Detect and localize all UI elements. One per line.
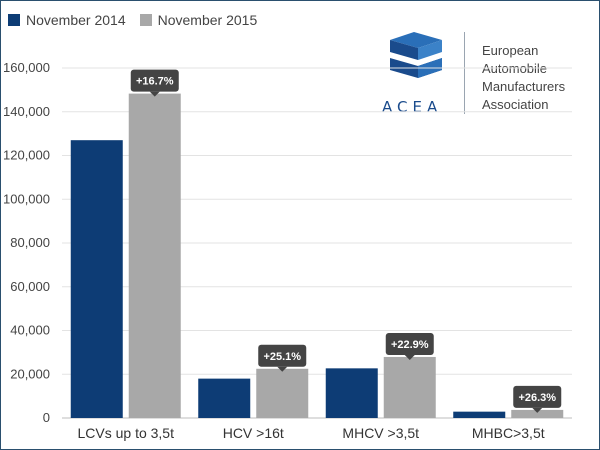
- y-tick-label: 120,000: [3, 148, 50, 163]
- annotation-callout-pointer: [277, 366, 288, 372]
- annotation-label: +26.3%: [518, 392, 556, 404]
- y-tick-label: 40,000: [10, 323, 50, 338]
- annotation-callout-pointer: [532, 407, 543, 413]
- bar-2014: [198, 378, 251, 418]
- annotation-callout: [385, 332, 434, 355]
- y-tick-label: 0: [43, 410, 50, 425]
- annotation-label: +25.1%: [263, 351, 301, 363]
- annotation-callout: [130, 69, 179, 92]
- logo-name-line: European: [482, 43, 539, 58]
- bar-2014: [453, 411, 506, 418]
- logo-name-line: Association: [482, 97, 549, 112]
- bar-2015: [256, 368, 309, 418]
- y-tick-label: 60,000: [10, 279, 50, 294]
- legend-item-2015: November 2015: [139, 12, 258, 28]
- y-tick-label: 140,000: [3, 104, 50, 119]
- annotation-label: +16.7%: [136, 76, 174, 88]
- y-tick-label: 100,000: [3, 191, 50, 206]
- legend-item-2014: November 2014: [8, 12, 126, 28]
- bar-2014: [325, 368, 378, 418]
- y-tick-label: 80,000: [10, 235, 50, 250]
- bar-2015: [511, 409, 564, 418]
- annotation-callout: [258, 344, 307, 367]
- legend: November 2014 November 2015: [8, 12, 271, 28]
- category-label: HCV >16t: [223, 425, 284, 441]
- category-label: MHBC>3,5t: [472, 425, 545, 441]
- annotation-callout: [513, 385, 562, 408]
- bar-2015: [383, 356, 436, 418]
- category-label: MHCV >3,5t: [342, 425, 419, 441]
- bar-2014: [70, 140, 123, 418]
- bar-2015: [128, 93, 181, 418]
- legend-swatch-2014: [8, 14, 20, 26]
- y-tick-label: 160,000: [3, 60, 50, 75]
- logo-divider: [464, 32, 465, 114]
- logo-name-line: Manufacturers: [482, 79, 566, 94]
- legend-label-2014: November 2014: [26, 12, 126, 28]
- annotation-label: +22.9%: [391, 339, 429, 351]
- category-label: LCVs up to 3,5t: [77, 425, 174, 441]
- legend-label-2015: November 2015: [157, 12, 258, 28]
- annotation-callout-pointer: [404, 354, 415, 360]
- annotation-callout-pointer: [149, 91, 160, 97]
- y-tick-label: 20,000: [10, 366, 50, 381]
- legend-swatch-2015: [139, 14, 152, 26]
